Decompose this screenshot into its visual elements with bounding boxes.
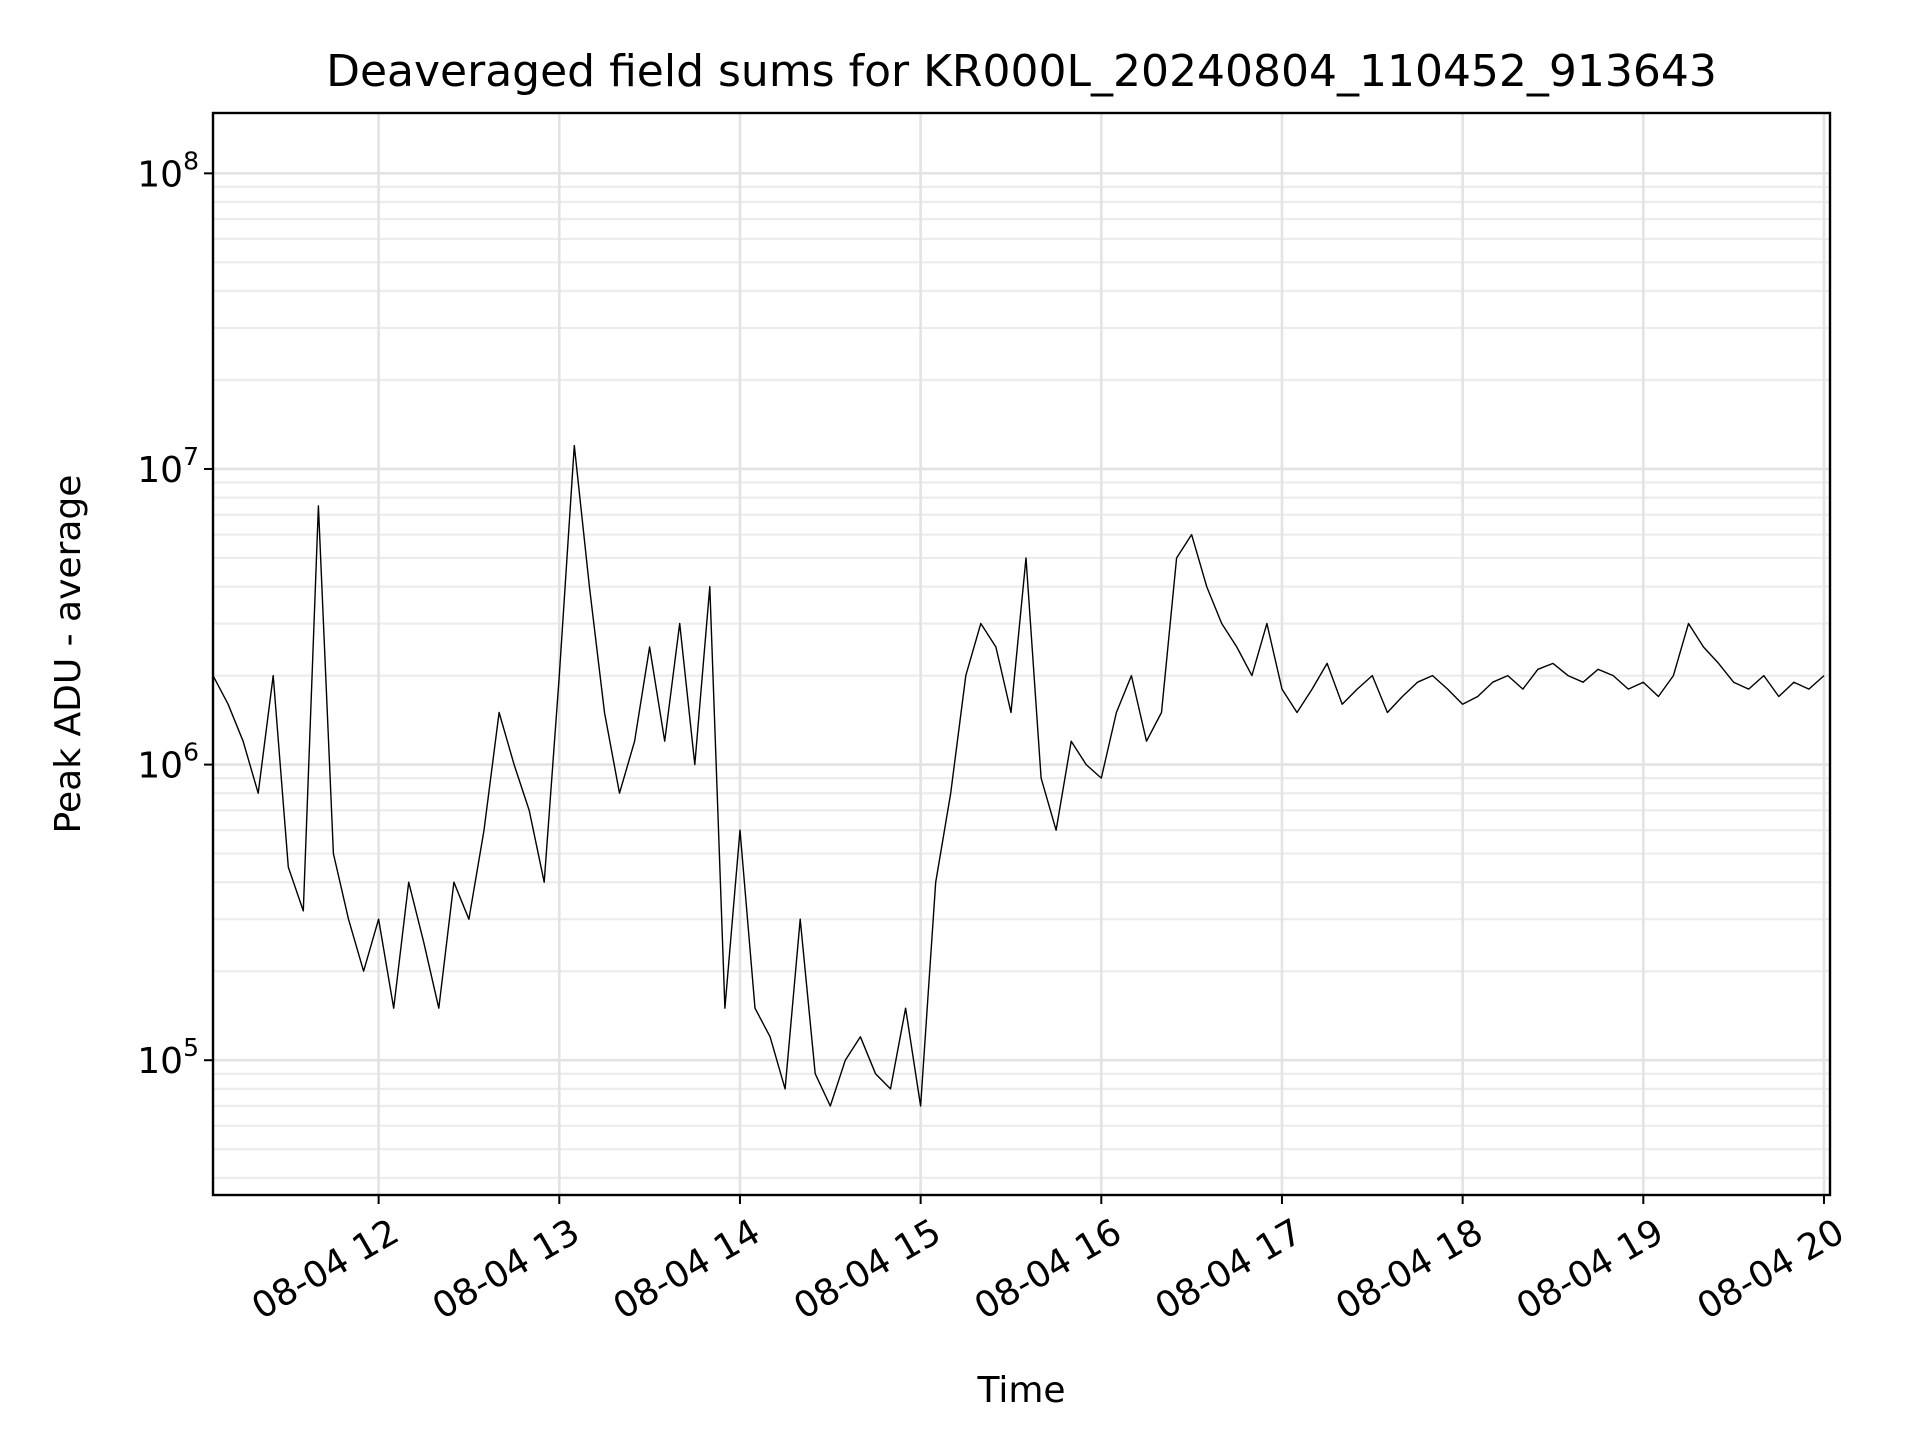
y-tick-base: 10 [137,1041,183,1082]
plot-frame [211,111,1832,1197]
y-tick-base: 10 [137,746,183,787]
y-axis-label: Peak ADU - average [48,475,89,834]
series-layer [212,444,1825,1107]
y-tick-label: 105 [137,1033,199,1082]
y-tick-label: 107 [137,442,199,491]
grid [213,113,1830,1195]
y-tick-exponent: 8 [183,146,199,175]
chart-title: Deaveraged field sums for KR000L_2024080… [326,46,1717,97]
y-tick-base: 10 [137,450,183,491]
y-tick-exponent: 5 [183,1033,199,1062]
series-line [212,444,1825,1107]
y-tick-base: 10 [137,154,183,195]
x-axis-label: Time [976,1370,1065,1411]
y-tick-label: 106 [137,738,199,787]
y-tick-exponent: 6 [183,738,199,767]
y-tick-label: 108 [137,146,199,195]
y-tick-exponent: 7 [183,442,199,471]
